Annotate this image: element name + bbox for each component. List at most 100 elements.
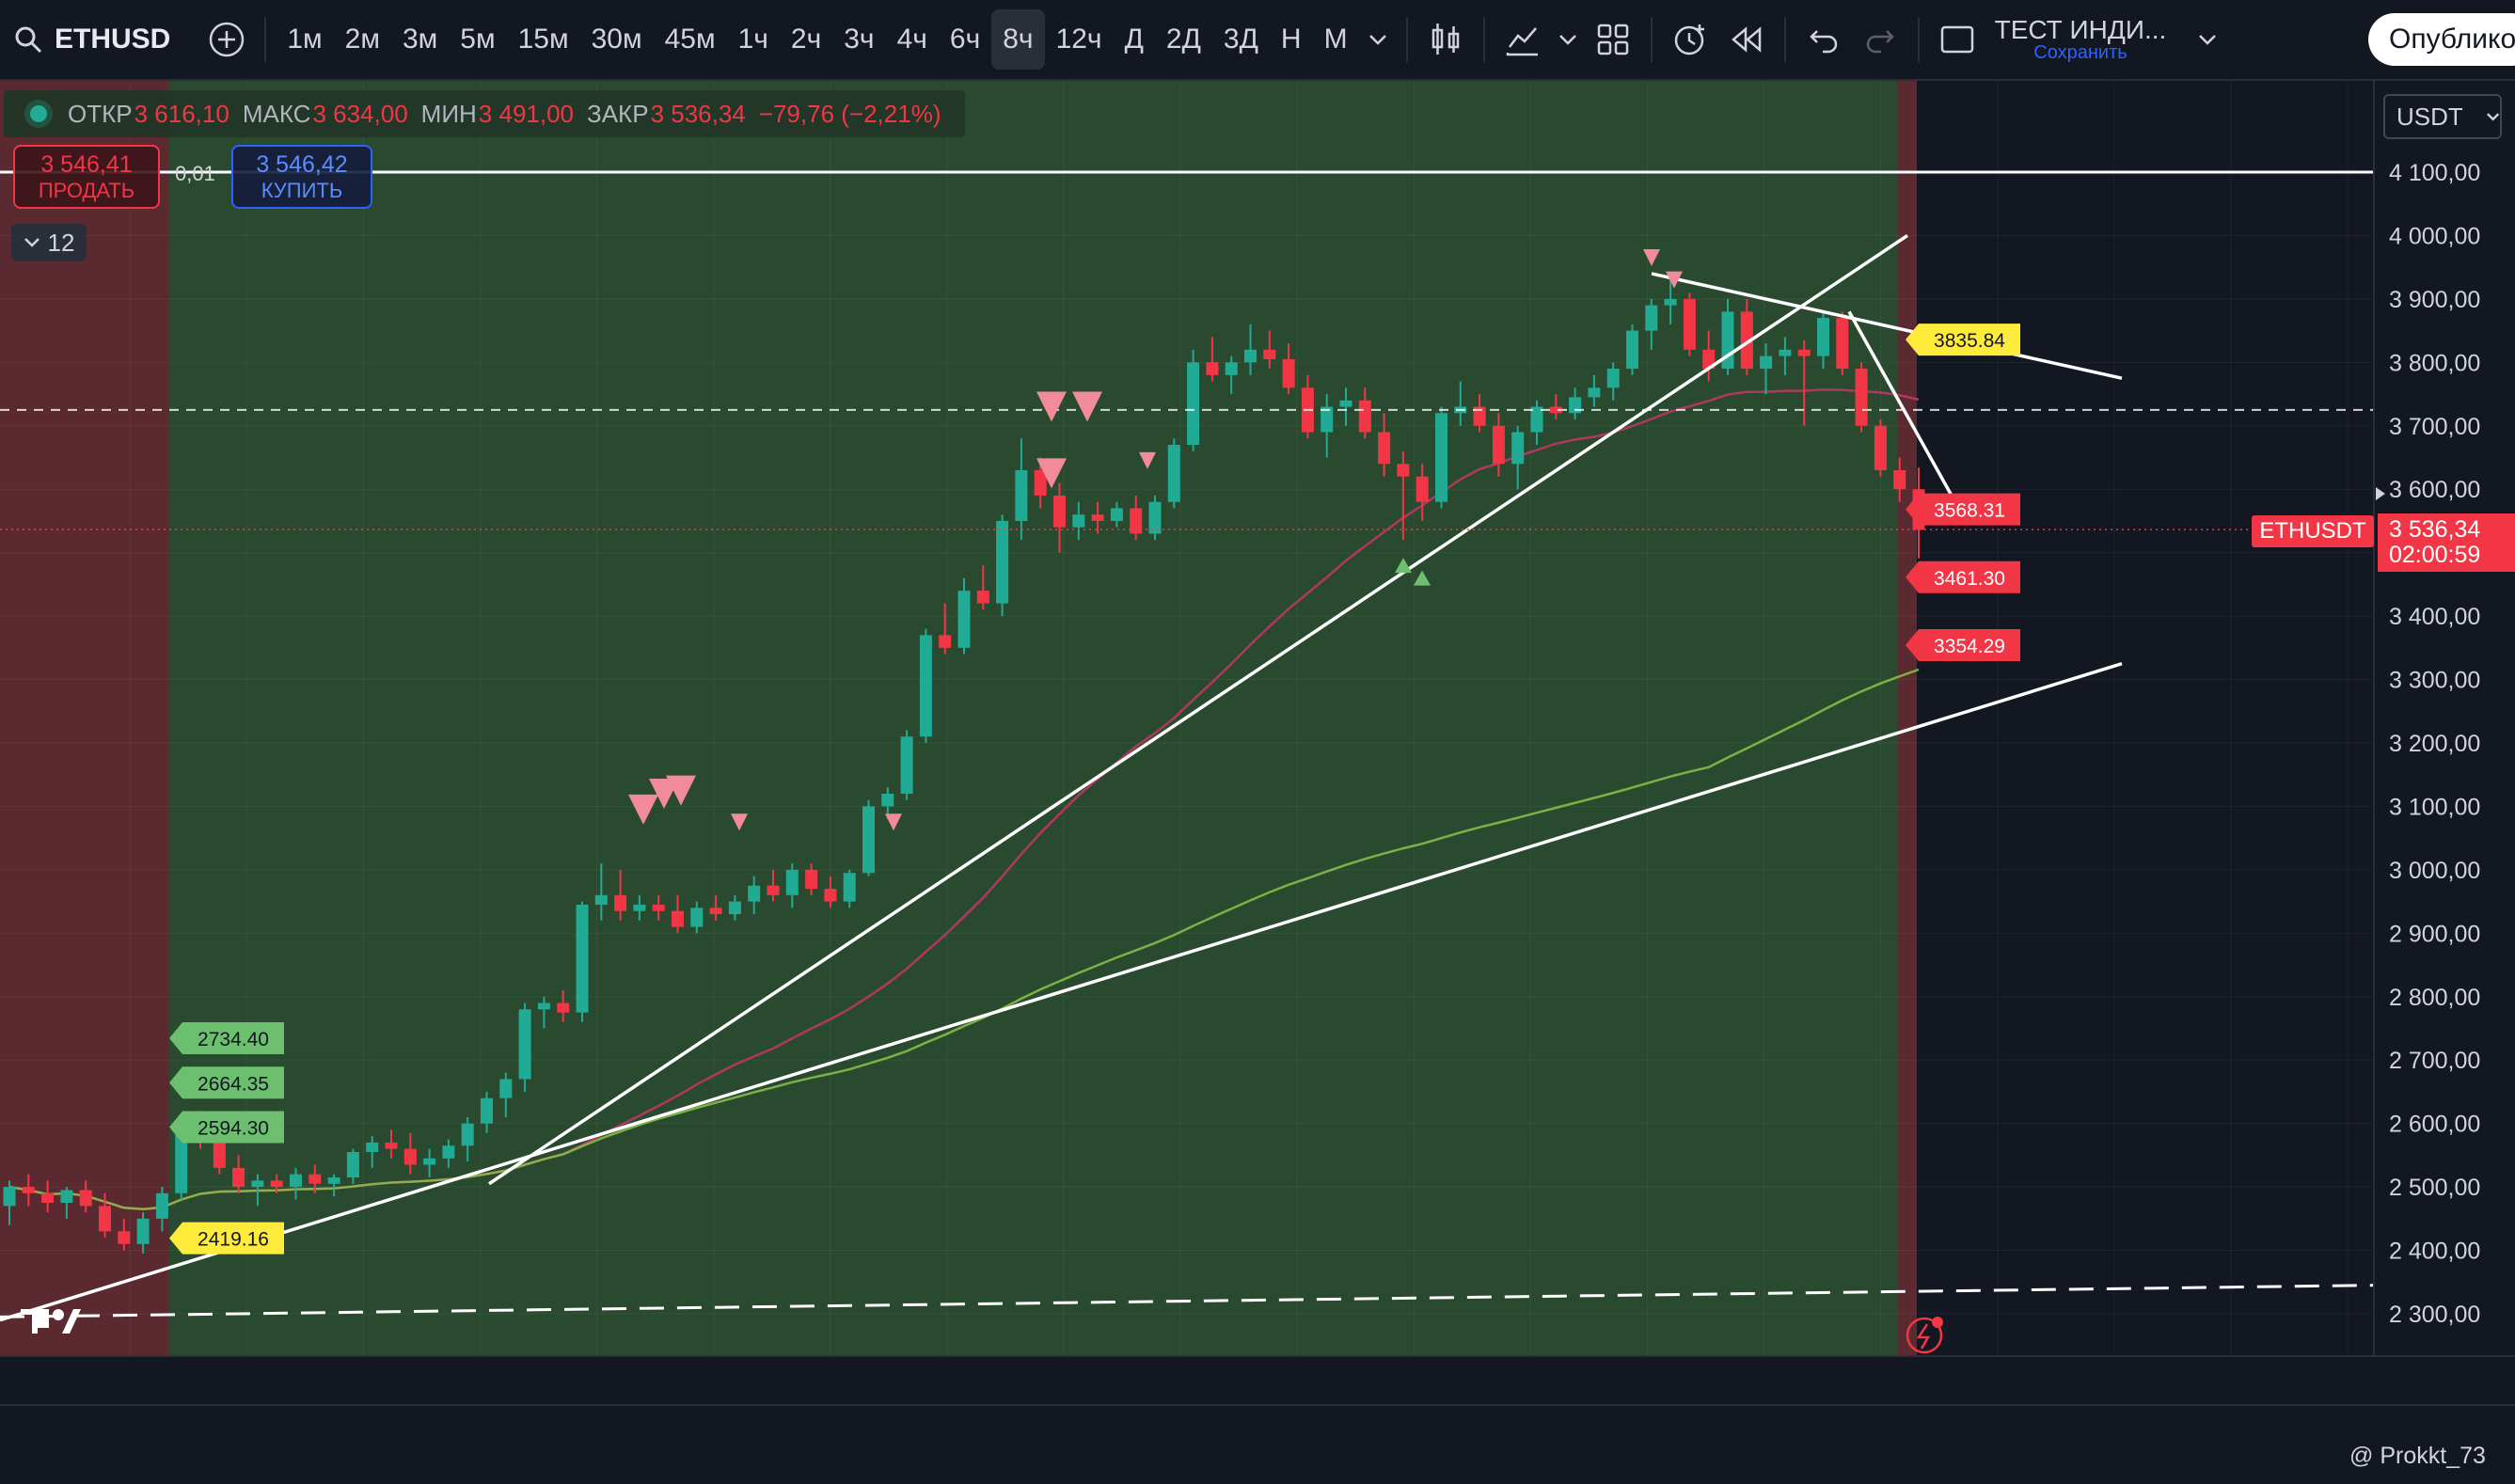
candle-body-91 <box>1740 311 1753 370</box>
candle-body-57 <box>1091 514 1104 521</box>
market-status-icon <box>30 105 47 122</box>
level-tag-7 <box>1906 628 2020 661</box>
search-icon[interactable] <box>9 9 47 70</box>
symbol-name[interactable]: ETHUSD <box>55 24 171 55</box>
candle-body-51 <box>976 591 989 604</box>
price-axis[interactable] <box>2374 81 2515 1356</box>
layout-dropdown-icon[interactable] <box>2189 9 2226 70</box>
interval-17[interactable]: Н <box>1280 24 1302 55</box>
indicators-collapse-button[interactable]: 12 <box>11 224 87 261</box>
candle-body-59 <box>1130 508 1143 534</box>
high-value: 3 634,00 <box>312 99 408 128</box>
candle-body-42 <box>805 869 818 890</box>
interval-2[interactable]: 3м <box>402 24 438 55</box>
layouts-icon[interactable] <box>1585 9 1641 70</box>
candle-body-6 <box>118 1231 131 1244</box>
candle-body-20 <box>385 1142 398 1149</box>
interval-16[interactable]: 3Д <box>1223 24 1258 55</box>
candle-body-37 <box>709 908 722 915</box>
candle-body-64 <box>1225 362 1238 375</box>
interval-5[interactable]: 30м <box>591 24 642 55</box>
candle-body-50 <box>957 591 971 648</box>
sell-signal-2 <box>666 775 696 806</box>
y-tick-17: 2 400,00 <box>2389 1239 2480 1265</box>
current-price-tag: 3 536,34 02:00:59 <box>2378 513 2515 572</box>
candle-body-95 <box>1817 318 1829 356</box>
buy-signal-0 <box>1395 558 1412 574</box>
trend-line-3 <box>1651 272 2123 380</box>
replay-icon[interactable] <box>1718 9 1775 70</box>
candle-body-16 <box>308 1174 322 1184</box>
candle-body-67 <box>1282 358 1295 388</box>
candle-body-32 <box>614 894 627 911</box>
candle-body-61 <box>1167 445 1180 502</box>
candle-body-45 <box>862 806 875 874</box>
interval-8[interactable]: 2ч <box>790 24 822 55</box>
interval-3[interactable]: 5м <box>460 24 496 55</box>
sell-button[interactable]: 3 546,41 ПРОДАТЬ <box>13 145 160 209</box>
interval-12[interactable]: 8ч <box>991 9 1045 70</box>
currency-select[interactable]: USDT <box>2383 94 2502 139</box>
trend-line-4 <box>1847 310 1968 522</box>
layout-name-box[interactable]: ТЕСТ ИНДИ... Сохранить <box>1985 15 2176 64</box>
interval-14[interactable]: Д <box>1124 24 1144 55</box>
alert-icon[interactable] <box>1662 9 1718 70</box>
candle-body-36 <box>690 908 704 927</box>
interval-11[interactable]: 6ч <box>949 24 981 55</box>
ma-green-line <box>8 668 1920 1210</box>
sell-signal-3 <box>731 813 748 831</box>
trend-line-2 <box>0 662 2123 1322</box>
interval-0[interactable]: 1м <box>287 24 323 55</box>
current-price: 3 536,34 <box>2389 515 2481 543</box>
candle-body-94 <box>1797 349 1811 356</box>
layout-icon[interactable] <box>1929 9 1985 70</box>
interval-9[interactable]: 3ч <box>844 24 875 55</box>
trend-lines[interactable] <box>0 170 2375 1322</box>
interval-7[interactable]: 1ч <box>737 24 768 55</box>
candle-body-31 <box>594 894 608 905</box>
interval-13[interactable]: 12ч <box>1055 24 1102 55</box>
spread-value: 0,01 <box>175 162 215 185</box>
interval-18[interactable]: М <box>1323 24 1348 55</box>
level-label-5: 3568.31 <box>1934 500 2005 522</box>
candle-body-73 <box>1397 464 1410 477</box>
candle-body-62 <box>1187 362 1200 446</box>
interval-10[interactable]: 4ч <box>896 24 927 55</box>
y-tick-9: 3 200,00 <box>2389 731 2480 757</box>
candle-type-icon[interactable] <box>1417 9 1474 70</box>
currency-value: USDT <box>2396 102 2463 131</box>
candle-body-13 <box>251 1180 264 1188</box>
candle-body-23 <box>442 1145 455 1159</box>
layout-save-link[interactable]: Сохранить <box>2033 42 2127 64</box>
buy-button[interactable]: 3 546,42 КУПИТЬ <box>231 145 372 209</box>
interval-6[interactable]: 45м <box>664 24 716 55</box>
publish-button[interactable]: Опублико <box>2368 13 2515 66</box>
candle-body-81 <box>1549 406 1562 414</box>
redo-icon[interactable] <box>1852 9 1908 70</box>
sell-signal-6 <box>1072 391 1102 422</box>
sell-signal-7 <box>1036 458 1067 489</box>
interval-1[interactable]: 2м <box>344 24 380 55</box>
candle-body-80 <box>1530 406 1543 433</box>
candle-body-22 <box>423 1158 436 1165</box>
candle-body-58 <box>1110 508 1123 521</box>
candle-body-9 <box>175 1129 188 1193</box>
candle-body-19 <box>366 1142 379 1153</box>
candle-body-21 <box>403 1148 417 1165</box>
indicators-dropdown-icon[interactable] <box>1551 9 1585 70</box>
bar-countdown: 02:00:59 <box>2389 542 2481 568</box>
candle-body-48 <box>919 635 932 737</box>
ohlc-legend: ОТКР 3 616,10 МАКС 3 634,00 МИН 3 491,00… <box>4 90 966 137</box>
undo-icon[interactable] <box>1795 9 1852 70</box>
interval-dropdown-icon[interactable] <box>1359 9 1397 70</box>
indicators-icon[interactable] <box>1495 9 1551 70</box>
candle-body-41 <box>785 869 799 895</box>
add-symbol-icon[interactable] <box>198 9 255 70</box>
lightning-icon[interactable] <box>1906 1317 1943 1354</box>
price-chart[interactable]: 2734.40 2664.35 2594.30 2419.16 3835.84 3568.… <box>0 81 2515 1484</box>
green-zone <box>169 81 1898 1356</box>
interval-15[interactable]: 2Д <box>1165 24 1201 55</box>
interval-4[interactable]: 15м <box>517 24 569 55</box>
candle-body-92 <box>1760 355 1773 370</box>
candle-body-30 <box>576 904 589 1013</box>
